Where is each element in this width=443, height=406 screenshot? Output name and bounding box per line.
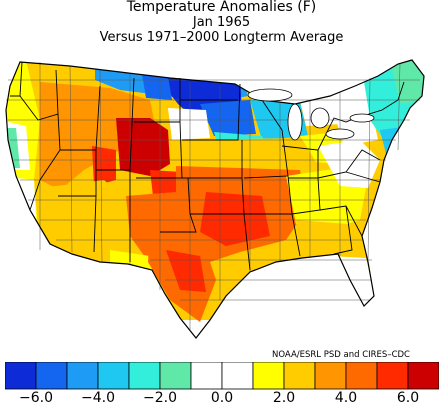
- legend-tick-label: −2.0: [143, 390, 177, 406]
- anomaly-fill: [6, 60, 424, 322]
- legend-swatch: [35, 362, 68, 390]
- great-lakes: [247, 88, 375, 141]
- legend-swatch: [345, 362, 378, 390]
- data-credit: NOAA/ESRL PSD and CIRES–CDC: [272, 350, 410, 360]
- legend-tick-label: 2.0: [272, 390, 296, 406]
- legend-swatch: [128, 362, 161, 390]
- legend-tick-label: 0.0: [210, 390, 234, 406]
- legend-tick-label: −4.0: [81, 390, 115, 406]
- map-baseline: Versus 1971–2000 Longterm Average: [99, 30, 344, 45]
- legend-tick-label: 4.0: [334, 390, 358, 406]
- us-anomaly-map: [5, 59, 425, 339]
- legend-swatch: [190, 362, 223, 390]
- legend-tick-label: −6.0: [19, 390, 53, 406]
- legend-swatch: [66, 362, 99, 390]
- legend-swatch: [252, 362, 285, 390]
- map-title: Temperature Anomalies (F): [126, 0, 317, 15]
- us-outline: [5, 59, 425, 339]
- color-legend-bar: [5, 362, 439, 390]
- map-date: Jan 1965: [192, 15, 251, 30]
- legend-swatch: [159, 362, 192, 390]
- legend-swatch: [407, 362, 439, 390]
- legend-swatch: [97, 362, 130, 390]
- title-block: Temperature Anomalies (F) Jan 1965 Versu…: [0, 0, 443, 45]
- legend-swatch: [314, 362, 347, 390]
- legend-swatch: [5, 362, 37, 390]
- legend-swatch: [221, 362, 254, 390]
- legend-swatch: [376, 362, 409, 390]
- legend-swatch: [283, 362, 316, 390]
- legend-tick-label: 6.0: [396, 390, 420, 406]
